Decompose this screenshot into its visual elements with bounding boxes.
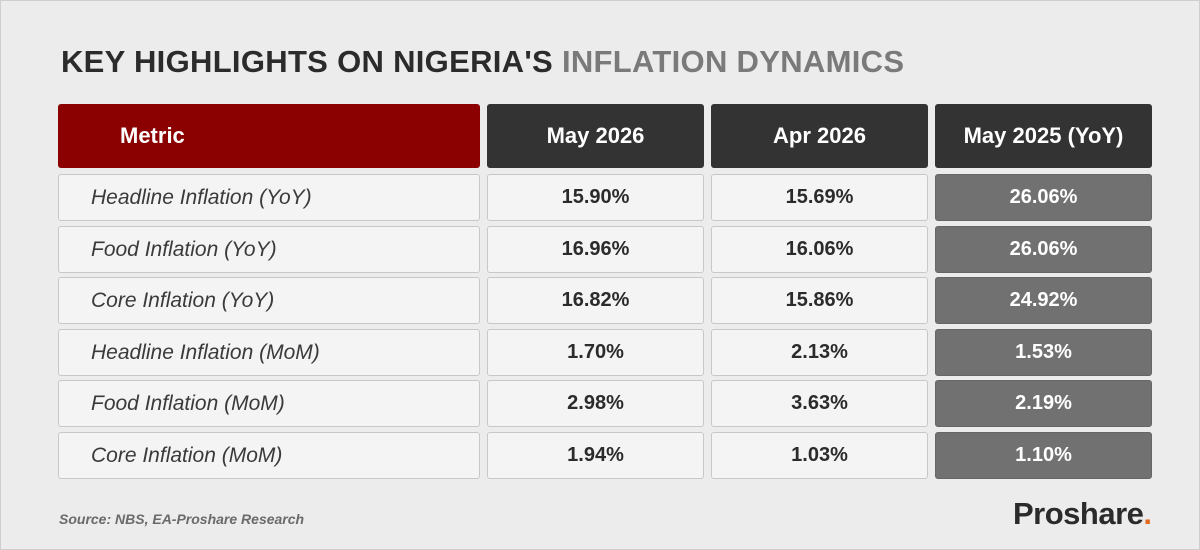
table-row-label: Headline Inflation (MoM) (58, 329, 480, 376)
table-cell: 26.06% (935, 174, 1152, 221)
table-row-label: Core Inflation (YoY) (58, 277, 480, 324)
table-cell: 24.92% (935, 277, 1152, 324)
table-cell: 1.53% (935, 329, 1152, 376)
table-row-label: Headline Inflation (YoY) (58, 174, 480, 221)
table-cell: 15.90% (487, 174, 704, 221)
table-header-cell: May 2026 (487, 104, 704, 168)
table-cell: 2.98% (487, 380, 704, 427)
table-cell: 16.82% (487, 277, 704, 324)
table-cell: 1.70% (487, 329, 704, 376)
logo-text: Proshare (1013, 496, 1144, 531)
table-cell: 1.94% (487, 432, 704, 479)
table-header-cell: Apr 2026 (711, 104, 928, 168)
proshare-logo: Proshare. (1013, 496, 1152, 532)
table-row-label: Food Inflation (YoY) (58, 226, 480, 273)
table-cell: 2.19% (935, 380, 1152, 427)
logo-dot: . (1143, 496, 1152, 531)
table-cell: 1.03% (711, 432, 928, 479)
source-note: Source: NBS, EA-Proshare Research (59, 511, 305, 527)
table-cell: 2.13% (711, 329, 928, 376)
title-part-1: KEY HIGHLIGHTS ON NIGERIA'S (61, 44, 554, 79)
table-row-label: Core Inflation (MoM) (58, 432, 480, 479)
table-cell: 1.10% (935, 432, 1152, 479)
table-cell: 15.86% (711, 277, 928, 324)
table-header-cell: Metric (58, 104, 480, 168)
table-cell: 3.63% (711, 380, 928, 427)
table-cell: 26.06% (935, 226, 1152, 273)
table-cell: 15.69% (711, 174, 928, 221)
page-title: KEY HIGHLIGHTS ON NIGERIA'S INFLATION DY… (61, 44, 904, 80)
title-part-2: INFLATION DYNAMICS (561, 44, 905, 79)
table-row-label: Food Inflation (MoM) (58, 380, 480, 427)
table-cell: 16.96% (487, 226, 704, 273)
table-header-cell: May 2025 (YoY) (935, 104, 1152, 168)
table-cell: 16.06% (711, 226, 928, 273)
